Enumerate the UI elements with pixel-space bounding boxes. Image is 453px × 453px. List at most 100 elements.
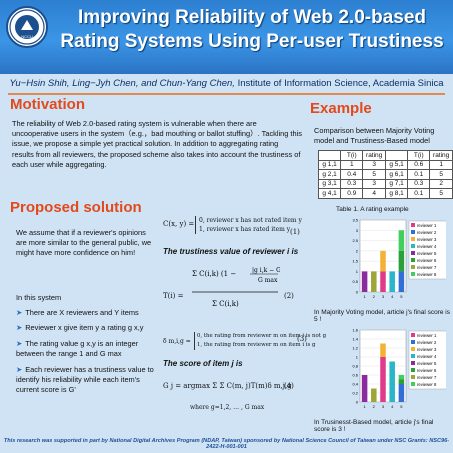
bullet-arrow-icon: ➤	[16, 365, 23, 374]
legend-box	[408, 330, 446, 390]
motivation-heading: Motivation	[10, 96, 85, 113]
bar-segment-4	[389, 361, 395, 402]
legend-swatch	[411, 244, 415, 248]
x-tick-label: 5	[400, 404, 403, 409]
table-row: g 1,1 1 3 g 5,1 0.6 1	[317, 159, 453, 170]
score-heading: The score of item j is	[163, 359, 243, 368]
x-tick-label: 1	[363, 294, 366, 299]
svg-text:Σ C(i,k): Σ C(i,k)	[212, 300, 239, 308]
legend-box	[408, 220, 446, 280]
legend-swatch	[411, 237, 415, 241]
legend-label: reviewer 1	[417, 223, 437, 228]
bar-segment-2	[398, 271, 405, 292]
legend-swatch	[411, 375, 415, 379]
legend-label: reviewer 8	[417, 382, 437, 387]
x-tick-label: 5	[400, 294, 403, 299]
title-banner: NCCU Improving Reliability of Web 2.0-ba…	[0, 0, 453, 74]
poster-title: Improving Reliability of Web 2.0-based R…	[52, 6, 452, 54]
legend-swatch	[411, 265, 415, 269]
title-line-2: Rating Systems Using Per-user Trustiness	[60, 31, 444, 52]
legend-label: reviewer 4	[417, 244, 437, 249]
system-label: In this system	[16, 293, 62, 302]
legend-swatch	[411, 251, 415, 255]
y-tick-label: 0.4	[352, 382, 358, 387]
y-tick-label: 0	[356, 400, 359, 405]
bar-segment-8	[398, 230, 405, 251]
svg-text:G max: G max	[258, 277, 278, 284]
bullet-1: ➤ There are X reviewers and Y items	[16, 308, 139, 317]
x-tick-label: 3	[382, 294, 385, 299]
svg-text:NCCU: NCCU	[21, 34, 33, 39]
y-tick-label: 3.5	[352, 218, 358, 223]
y-tick-label: 0.6	[352, 373, 358, 378]
table-row: g 3,1 0.3 3 g 7,1 0.3 2	[317, 178, 453, 189]
bar-segment-5	[361, 271, 368, 292]
legend-label: reviewer 2	[417, 230, 437, 235]
eq2-lhs: T(i) =	[163, 292, 184, 300]
y-tick-label: 1.4	[352, 337, 358, 342]
rating-table: T(i) rating T(i) rating g 1,1 1 3 g 5,1 0.6 1 …	[317, 150, 453, 199]
legend-swatch	[411, 368, 415, 372]
x-tick-label: 4	[391, 294, 394, 299]
bar-segment-3	[380, 250, 386, 272]
eq2-number: (2)	[284, 292, 294, 300]
eq1-lhs: C(x, y) =	[163, 220, 195, 228]
legend-label: reviewer 3	[417, 347, 437, 352]
y-tick-label: 0.2	[352, 391, 358, 396]
institute-name: Institute of Information Science, Academ…	[237, 78, 444, 89]
assumption-text: We assume that if a reviewer's opinions …	[16, 228, 152, 258]
bar-segment-4	[389, 271, 395, 292]
y-tick-label: 1.2	[352, 346, 358, 351]
seal-icon: NCCU	[9, 9, 45, 45]
bar-segment-8	[398, 375, 405, 380]
bullet-arrow-icon: ➤	[16, 308, 23, 317]
bar-segment-6	[398, 379, 405, 384]
legend-swatch	[411, 354, 415, 358]
x-tick-label: 2	[373, 404, 376, 409]
eq4-formula: G j = argmax Σ Σ C(m, j)T(m)δ m,j,g	[163, 382, 292, 390]
majority-voting-chart: 0 0.5 1 1.5 2 2.5 3 3.5 1 2 3 4 5 reviewer 1 reviewer …	[352, 218, 446, 299]
title-line-1: Improving Reliability of Web 2.0-based	[77, 7, 427, 28]
bar-segment-7	[371, 388, 377, 402]
y-tick-label: 3	[356, 228, 359, 233]
legend-swatch	[411, 382, 415, 386]
y-tick-label: 2.5	[352, 238, 358, 243]
legend-swatch	[411, 230, 415, 234]
author-line: Yu−Hsin Shih, Ling−Jyh Chen, and Chun-Ya…	[0, 78, 453, 89]
bar-segment-5	[361, 375, 368, 402]
eq1-cases: 0, reviewer x has not rated item y 1, re…	[195, 216, 302, 234]
chart2-caption: In Trusinesst-Based model, article j's f…	[314, 419, 434, 433]
legend-label: reviewer 1	[417, 333, 437, 338]
motivation-text: The reliability of Web 2.0-based rating …	[12, 119, 302, 169]
eq4-number: (4)	[284, 382, 294, 390]
legend-swatch	[411, 272, 415, 276]
x-tick-label: 4	[391, 404, 394, 409]
author-names: Yu−Hsin Shih, Ling−Jyh Chen, and Chun-Ya…	[9, 78, 235, 89]
eq3-cases: 0, the rating from reviewer m on item i …	[194, 332, 326, 350]
x-tick-label: 3	[382, 404, 385, 409]
legend-label: reviewer 3	[417, 237, 437, 242]
bullet-arrow-icon: ➤	[16, 323, 23, 332]
example-heading: Example	[310, 100, 372, 117]
trust-heading: The trustiness value of reviewer i is	[163, 247, 299, 256]
eq2-fraction: Σ C(i,k) (1 − |g i,k − G k| G max Σ C(i,…	[192, 267, 280, 308]
bullet-2: ➤ Reviewer x give item y a rating g x,y	[16, 323, 144, 332]
bullet-arrow-icon: ➤	[16, 339, 23, 348]
legend-label: reviewer 8	[417, 272, 437, 277]
y-tick-label: 0.5	[352, 279, 358, 284]
legend-swatch	[411, 333, 415, 337]
table-header-row: T(i) rating T(i) rating	[317, 150, 453, 161]
bar-segment-2	[398, 384, 405, 402]
svg-text:|g i,k − G k|: |g i,k − G k|	[252, 267, 280, 274]
table-row: g 2,1 0.4 5 g 6,1 0.1 5	[317, 169, 453, 180]
bullet-4: ➤ Each reviewer has a trustiness value to…	[16, 365, 154, 394]
bar-segment-1	[380, 271, 386, 292]
legend-swatch	[411, 223, 415, 227]
y-tick-label: 0	[356, 290, 359, 295]
bar-segment-6	[398, 250, 405, 272]
legend-label: reviewer 4	[417, 354, 437, 359]
legend-swatch	[411, 347, 415, 351]
legend-swatch	[411, 258, 415, 262]
bar-segment-7	[371, 271, 377, 292]
trustiness-chart: 0 0.2 0.4 0.6 0.8 1 1.2 1.4 1.6 1 2 3 4 5 reviewer 1 re…	[352, 328, 446, 409]
